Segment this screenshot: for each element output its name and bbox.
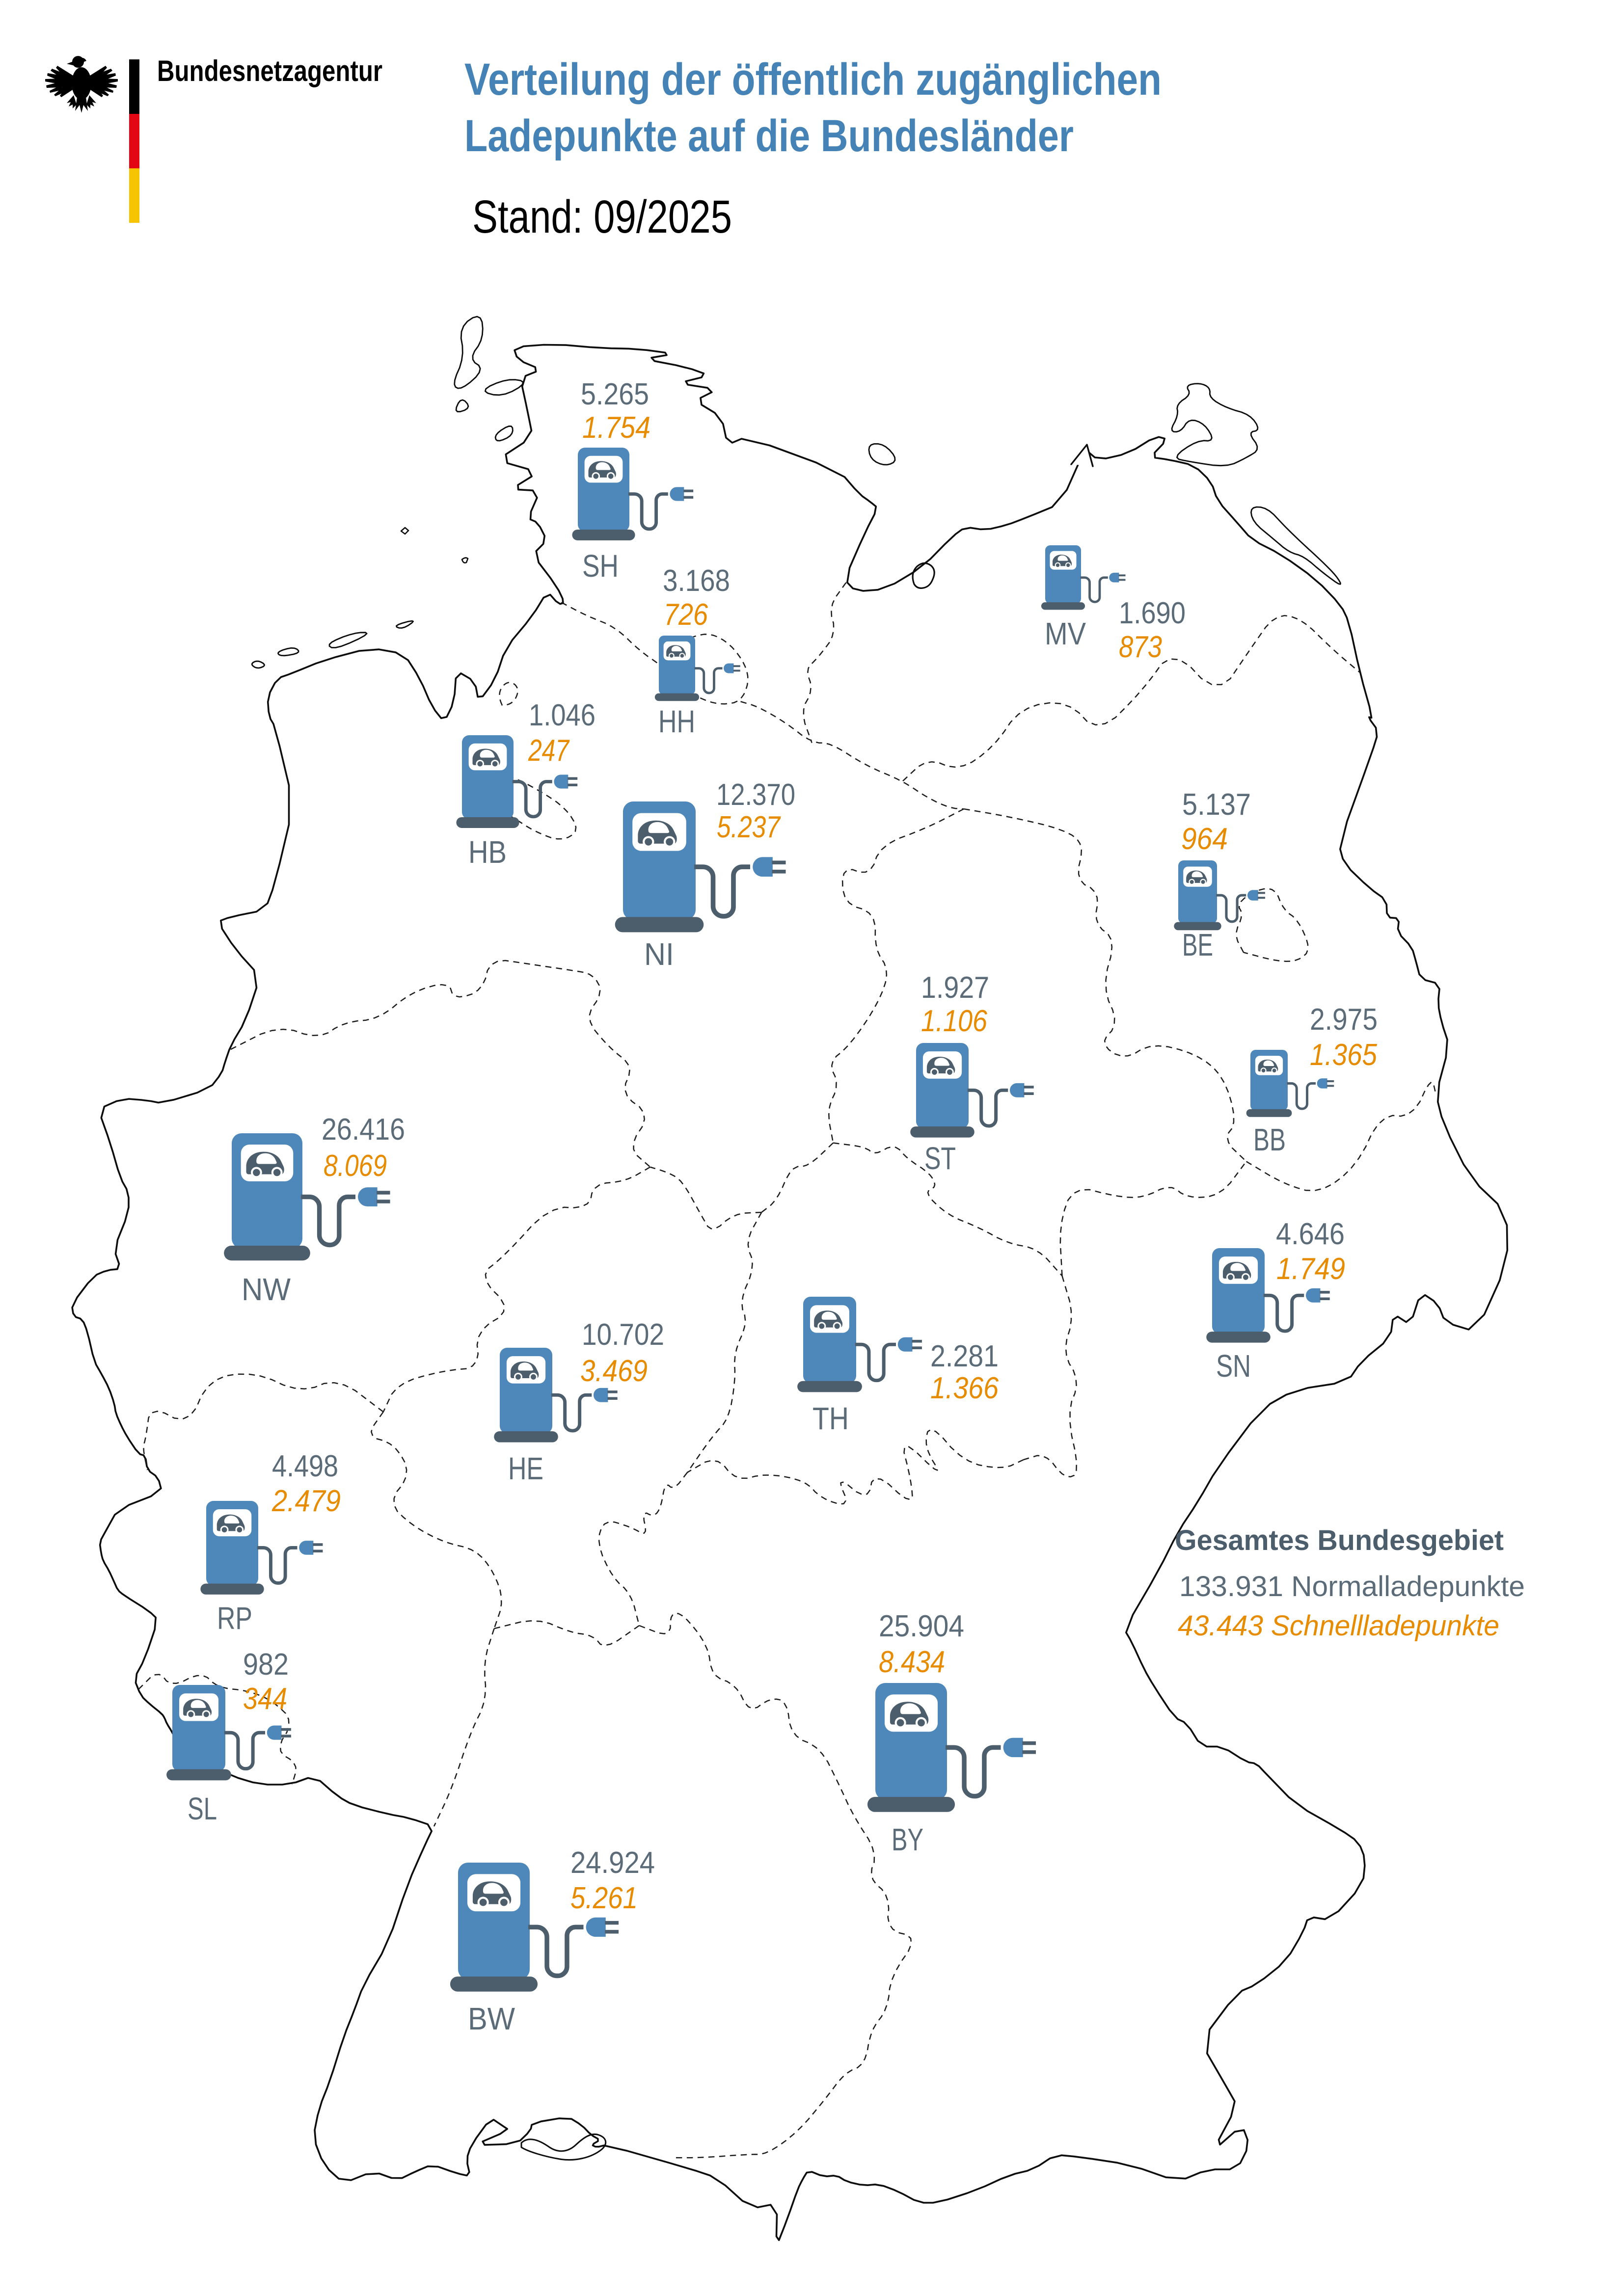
svg-text:1.366: 1.366 (930, 1371, 999, 1405)
svg-text:12.370: 12.370 (716, 778, 795, 812)
svg-text:4.498: 4.498 (272, 1449, 338, 1483)
svg-text:SN: SN (1216, 1348, 1251, 1384)
svg-text:5.261: 5.261 (570, 1881, 638, 1915)
svg-text:Bundesnetzagentur: Bundesnetzagentur (157, 54, 382, 87)
svg-text:247: 247 (528, 734, 570, 768)
svg-text:133.931 Normalladepunkte: 133.931 Normalladepunkte (1179, 1571, 1525, 1602)
svg-text:HB: HB (468, 834, 507, 870)
svg-text:BE: BE (1182, 927, 1213, 962)
svg-text:5.237: 5.237 (717, 810, 781, 844)
svg-text:1.106: 1.106 (921, 1004, 987, 1038)
svg-text:2.281: 2.281 (930, 1339, 999, 1373)
svg-text:5.265: 5.265 (581, 377, 649, 411)
svg-text:2.479: 2.479 (271, 1484, 341, 1518)
svg-text:1.749: 1.749 (1276, 1252, 1345, 1286)
svg-text:1.690: 1.690 (1119, 596, 1186, 630)
svg-text:TH: TH (812, 1401, 849, 1436)
svg-text:1.927: 1.927 (921, 971, 989, 1005)
svg-text:2.975: 2.975 (1310, 1003, 1378, 1037)
svg-text:Ladepunkte auf die Bundeslände: Ladepunkte auf die Bundesländer (464, 111, 1074, 161)
svg-text:NI: NI (644, 936, 674, 972)
svg-text:5.137: 5.137 (1182, 788, 1251, 822)
svg-text:Gesamtes Bundesgebiet: Gesamtes Bundesgebiet (1175, 1524, 1504, 1556)
svg-text:3.168: 3.168 (663, 564, 730, 598)
svg-text:982: 982 (243, 1648, 289, 1682)
svg-text:4.646: 4.646 (1276, 1217, 1345, 1251)
svg-text:1.365: 1.365 (1310, 1038, 1377, 1072)
svg-text:HH: HH (658, 704, 695, 739)
svg-text:RP: RP (217, 1601, 252, 1636)
svg-text:344: 344 (243, 1682, 287, 1716)
svg-text:10.702: 10.702 (582, 1318, 664, 1352)
svg-text:HE: HE (508, 1451, 543, 1486)
svg-text:1.754: 1.754 (582, 411, 650, 445)
svg-text:26.416: 26.416 (322, 1113, 405, 1147)
svg-text:NW: NW (242, 1272, 291, 1307)
svg-text:8.069: 8.069 (324, 1149, 387, 1183)
svg-text:BW: BW (468, 2001, 515, 2036)
svg-text:BY: BY (892, 1822, 923, 1857)
svg-text:25.904: 25.904 (879, 1609, 964, 1643)
svg-text:SH: SH (582, 548, 619, 584)
svg-text:Verteilung der öffentlich zugä: Verteilung der öffentlich zugänglichen (464, 54, 1162, 105)
svg-text:964: 964 (1181, 822, 1228, 856)
svg-text:8.434: 8.434 (879, 1645, 945, 1679)
svg-text:43.443 Schnellladepunkte: 43.443 Schnellladepunkte (1178, 1610, 1499, 1642)
svg-text:ST: ST (924, 1141, 956, 1176)
svg-text:3.469: 3.469 (580, 1354, 648, 1388)
svg-text:24.924: 24.924 (570, 1846, 655, 1880)
svg-text:MV: MV (1045, 616, 1086, 651)
svg-text:SL: SL (188, 1791, 217, 1826)
svg-text:1.046: 1.046 (529, 698, 595, 732)
svg-text:Stand: 09/2025: Stand: 09/2025 (472, 191, 732, 243)
svg-text:873: 873 (1119, 630, 1162, 664)
svg-text:726: 726 (664, 598, 708, 632)
svg-text:BB: BB (1253, 1122, 1286, 1157)
